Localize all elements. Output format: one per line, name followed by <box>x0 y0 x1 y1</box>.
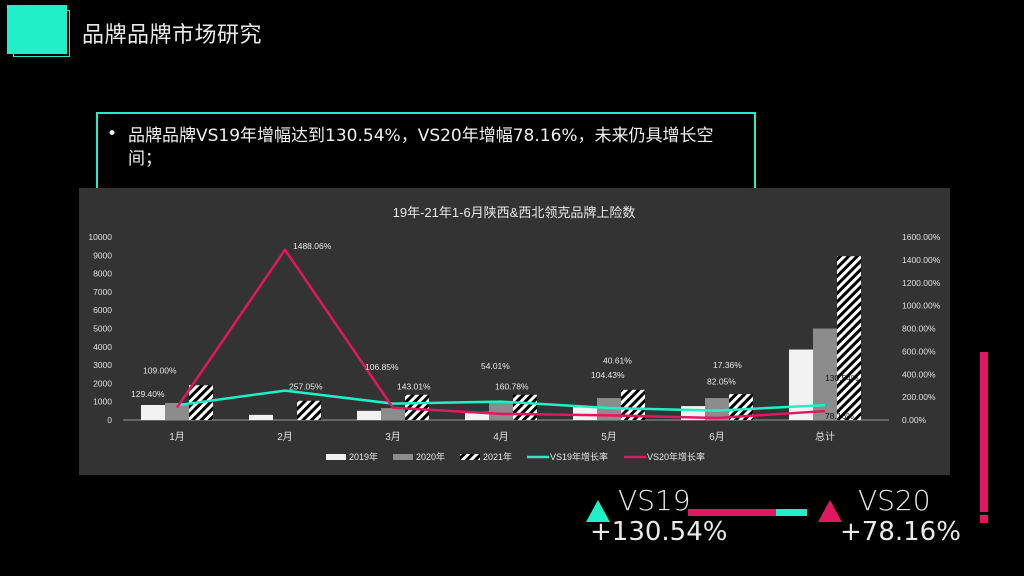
category-label: 4月 <box>493 431 509 443</box>
line-VS19年增长率 <box>176 389 826 412</box>
vs19-up-triangle-icon <box>586 500 610 522</box>
legend-swatch <box>460 454 480 460</box>
left-axis-tick: 8000 <box>93 269 112 279</box>
category-label: 2月 <box>277 431 293 443</box>
right-axis-tick: 400.00% <box>902 369 936 379</box>
left-axis-tick: 7000 <box>93 287 112 297</box>
legend-label: 2020年 <box>416 451 445 462</box>
category-label: 总计 <box>815 430 835 443</box>
left-axis-tick: 9000 <box>93 250 112 260</box>
data-label: 40.61% <box>603 355 632 365</box>
left-axis-tick: 0 <box>107 415 112 425</box>
legend-label: VS19年增长率 <box>550 451 608 462</box>
bar-2020年 <box>381 408 405 420</box>
data-label: 143.01% <box>397 382 431 392</box>
legend-swatch <box>326 454 346 460</box>
vs20-value: +78.16% <box>840 517 961 547</box>
left-axis-tick: 4000 <box>93 342 112 352</box>
comparison-bar-teal <box>776 509 807 516</box>
data-label: 130.54% <box>825 373 859 383</box>
category-label: 5月 <box>601 431 617 443</box>
bar-2021年 <box>405 394 429 420</box>
chart-title: 19年-21年1-6月陕西&西北领克品牌上险数 <box>393 205 636 220</box>
right-axis-tick: 0.00% <box>902 415 927 425</box>
data-label: 109.00% <box>143 366 177 376</box>
category-label: 6月 <box>709 431 725 443</box>
right-axis-tick: 1000.00% <box>902 301 941 311</box>
bar-2019年 <box>465 411 489 420</box>
right-axis-tick: 600.00% <box>902 346 936 356</box>
bar-2020年 <box>165 402 189 420</box>
combo-chart: 19年-21年1-6月陕西&西北领克品牌上险数 0 1000 2000 3000 4000… <box>88 205 941 462</box>
bar-2019年 <box>573 407 597 420</box>
logo-filled-square <box>7 5 67 54</box>
bar-2019年 <box>249 414 273 420</box>
data-label: 106.85% <box>365 362 399 372</box>
left-axis-tick: 3000 <box>93 360 112 370</box>
data-label: 54.01% <box>481 361 510 371</box>
right-axis-tick: 800.00% <box>902 324 936 334</box>
vs20-label: VS20 <box>858 484 931 517</box>
bar-2019年 <box>357 410 381 420</box>
bar-2020年 <box>489 402 513 420</box>
category-label: 3月 <box>385 431 401 443</box>
bar-2021年 <box>513 394 537 420</box>
legend-swatch <box>393 454 413 460</box>
bar-2019年 <box>141 404 165 420</box>
data-label: 82.05% <box>707 377 736 387</box>
right-axis-tick: 1200.00% <box>902 278 941 288</box>
chart-panel: 19年-21年1-6月陕西&西北领克品牌上险数 0 1000 2000 3000 4000… <box>79 188 950 475</box>
data-label: 257.05% <box>289 382 323 392</box>
page-title: 品牌品牌市场研究 <box>82 23 263 48</box>
summary-text: 品牌品牌VS19年增幅达到130.54%，VS20年增幅78.16%，未来仍具增… <box>128 126 714 169</box>
legend-label: VS20年增长率 <box>647 451 705 462</box>
left-axis-tick: 2000 <box>93 378 112 388</box>
bar-2020年 <box>705 398 729 420</box>
left-axis-tick: 1000 <box>93 397 112 407</box>
vs20-up-triangle-icon <box>818 500 842 522</box>
data-label: 17.36% <box>713 360 742 370</box>
exclamation-icon-dot <box>980 515 988 523</box>
left-axis-tick: 10000 <box>88 232 112 242</box>
data-label: 104.43% <box>591 370 625 380</box>
right-axis-tick: 1600.00% <box>902 232 941 242</box>
right-axis-tick: 1400.00% <box>902 255 941 265</box>
left-axis-tick: 5000 <box>93 324 112 334</box>
data-label: 160.78% <box>495 382 529 392</box>
comparison-bar-red <box>688 509 776 516</box>
vs19-value: +130.54% <box>590 517 728 547</box>
data-label: 78.16% <box>825 411 854 421</box>
bar-2021年 <box>837 256 861 420</box>
bar-2019年 <box>789 349 813 420</box>
data-label: 1488.06% <box>293 241 332 251</box>
summary-bullet: • <box>107 124 118 144</box>
vs19-label: VS19 <box>618 484 691 517</box>
legend-label: 2021年 <box>483 451 512 462</box>
bar-2021年 <box>297 400 321 420</box>
category-label: 1月 <box>169 431 185 443</box>
right-axis-tick: 200.00% <box>902 392 936 402</box>
legend-label: 2019年 <box>349 451 378 462</box>
line-VS20年增长率 <box>175 248 826 420</box>
data-label: 129.40% <box>131 389 165 399</box>
exclamation-icon-bar <box>980 352 988 512</box>
left-axis-tick: 6000 <box>93 305 112 315</box>
